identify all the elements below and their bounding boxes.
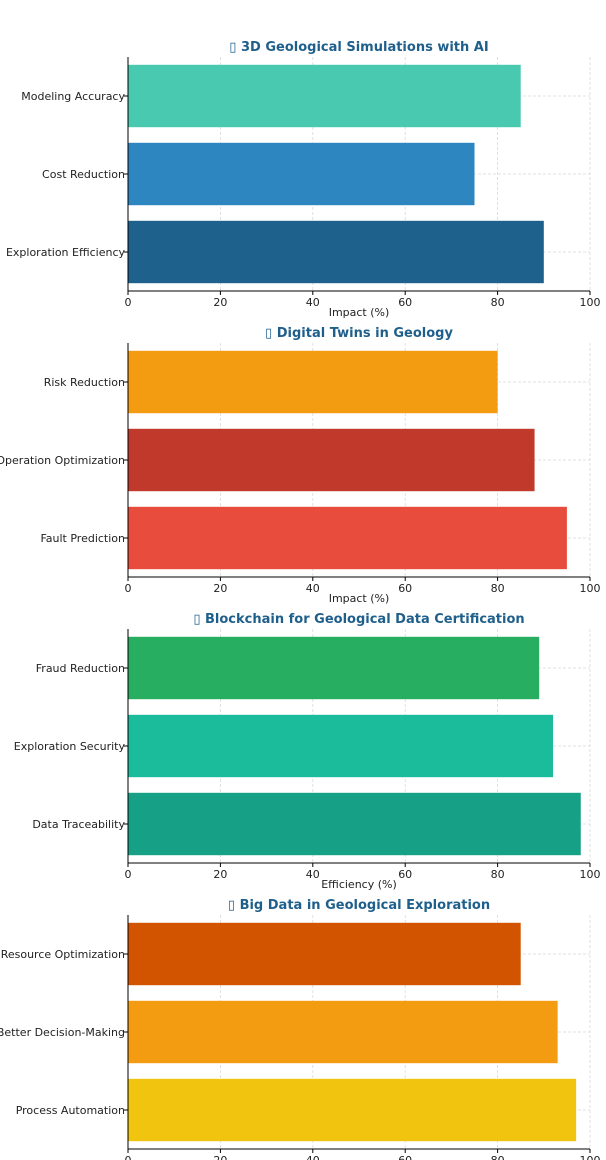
x-tick-label: 40 (306, 1154, 320, 1160)
chart-title: ▯ 3D Geological Simulations with AI (229, 40, 488, 55)
bar (128, 350, 498, 414)
bar (128, 220, 544, 284)
bar (128, 636, 540, 700)
chart-2: ▯ Digital Twins in Geology Risk Reduction… (0, 326, 601, 605)
x-tick-label: 60 (398, 868, 412, 881)
x-tick-label: 60 (398, 296, 412, 309)
x-tick-label: 20 (213, 868, 227, 881)
chart-3: ▯ Blockchain for Geological Data Certifi… (14, 612, 601, 891)
x-tick-label: 80 (491, 1154, 505, 1160)
bar (128, 922, 521, 986)
category-label: Better Decision-Making (0, 1026, 125, 1039)
x-tick-label: 20 (213, 296, 227, 309)
chart-title: ▯ Digital Twins in Geology (265, 326, 453, 341)
x-tick-label: 0 (125, 1154, 132, 1160)
bar (128, 428, 535, 492)
x-tick-label: 80 (491, 296, 505, 309)
bar (128, 714, 554, 778)
bar (128, 1078, 577, 1142)
x-tick-label: 20 (213, 582, 227, 595)
category-label: Resource Optimization (1, 948, 125, 961)
x-tick-label: 0 (125, 296, 132, 309)
category-label: Process Automation (16, 1104, 125, 1117)
category-label: Exploration Efficiency (6, 246, 126, 259)
bar (128, 792, 581, 856)
x-tick-label: 40 (306, 868, 320, 881)
bar (128, 142, 475, 206)
category-label: Fraud Reduction (36, 662, 125, 675)
category-label: Fault Prediction (40, 532, 125, 545)
x-tick-label: 60 (398, 582, 412, 595)
x-tick-label: 80 (491, 868, 505, 881)
x-tick-label: 60 (398, 1154, 412, 1160)
x-tick-label: 100 (580, 1154, 601, 1160)
x-tick-label: 20 (213, 1154, 227, 1160)
bar (128, 64, 521, 128)
category-label: Operation Optimization (0, 454, 125, 467)
chart-1: ▯ 3D Geological Simulations with AI Model… (6, 40, 601, 319)
x-tick-label: 80 (491, 582, 505, 595)
chart-title: ▯ Blockchain for Geological Data Certifi… (193, 612, 524, 627)
x-tick-label: 0 (125, 868, 132, 881)
x-tick-label: 0 (125, 582, 132, 595)
category-label: Modeling Accuracy (21, 90, 125, 103)
x-axis-label: Impact (%) (329, 306, 390, 319)
x-tick-label: 40 (306, 296, 320, 309)
category-label: Data Traceability (32, 818, 125, 831)
x-axis-label: Efficiency (%) (321, 878, 397, 891)
bar (128, 506, 567, 570)
category-label: Cost Reduction (42, 168, 125, 181)
category-label: Exploration Security (14, 740, 126, 753)
category-label: Risk Reduction (44, 376, 125, 389)
chart-title: ▯ Big Data in Geological Exploration (228, 898, 490, 913)
x-tick-label: 100 (580, 582, 601, 595)
bar (128, 1000, 558, 1064)
chart-4: ▯ Big Data in Geological Exploration Reso… (0, 898, 601, 1160)
x-tick-label: 100 (580, 296, 601, 309)
x-axis-label: Impact (%) (329, 592, 390, 605)
x-tick-label: 40 (306, 582, 320, 595)
x-tick-label: 100 (580, 868, 601, 881)
